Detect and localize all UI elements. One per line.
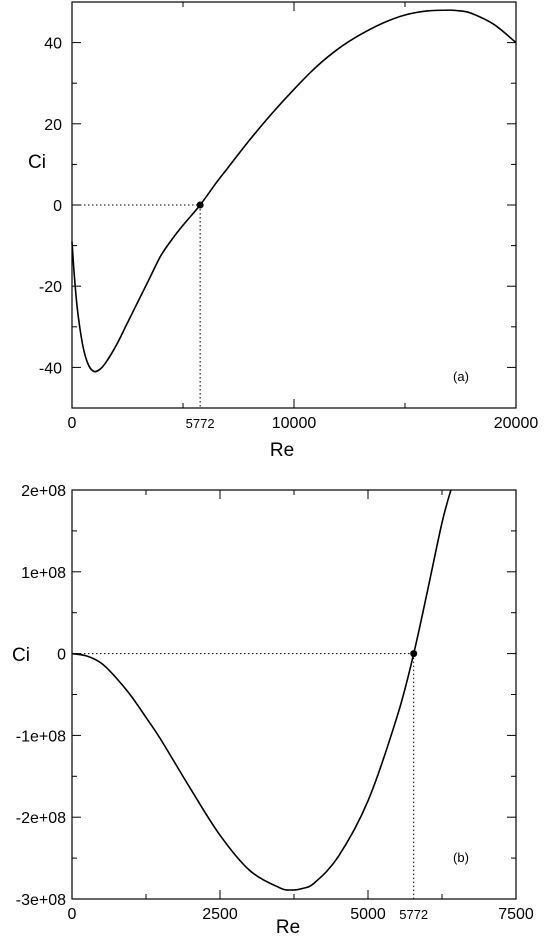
x-tick-label: 20000 xyxy=(494,415,539,432)
x-tick-label: 2500 xyxy=(202,906,238,923)
y-tick-label: 0 xyxy=(53,198,62,215)
y-tick-label: -1e+08 xyxy=(16,728,66,745)
x-axis-label-b: Re xyxy=(276,917,300,938)
y-tick-label: 40 xyxy=(44,36,62,53)
plot-frame-b xyxy=(71,489,517,900)
y-tick-label: -3e+08 xyxy=(16,892,66,909)
panel-label-a: (a) xyxy=(453,369,469,384)
ticks-a xyxy=(71,2,517,408)
y-tick-label: 2e+08 xyxy=(21,483,66,500)
y-tick-label: -40 xyxy=(39,360,62,377)
y-tick-label: -2e+08 xyxy=(16,810,66,827)
ticks-b xyxy=(71,489,517,900)
x-axis-label-a: Re xyxy=(270,440,294,461)
x-tick-label: 5000 xyxy=(350,906,386,923)
y-axis-label-a: Ci xyxy=(28,152,46,173)
plot-frame-a xyxy=(71,1,517,409)
marker-point-a xyxy=(196,201,204,209)
marker-label-a: 5772 xyxy=(186,416,215,431)
y-tick-label: 0 xyxy=(57,647,66,664)
y-axis-label-b: Ci xyxy=(12,645,30,666)
tick-labels-b: 0 2500 5000 7500 -3e+08 -2e+08 -1e+08 0 1e+08 2e+… xyxy=(16,483,534,923)
panel-b: 0 2500 5000 7500 -3e+08 -2e+08 -1e+08 0 1e+08 2e+… xyxy=(12,483,534,938)
y-tick-label: 1e+08 xyxy=(21,565,66,582)
panel-label-b: (b) xyxy=(453,850,469,865)
x-tick-label: 7500 xyxy=(498,906,534,923)
marker-point-b xyxy=(410,650,418,658)
x-tick-label: 0 xyxy=(68,415,77,432)
panel-a: 0 10000 20000 -40 -20 0 20 40 5772 Ci Re (a) xyxy=(28,1,538,461)
y-tick-label: -20 xyxy=(39,279,62,296)
y-tick-label: 20 xyxy=(44,117,62,134)
series-line-a xyxy=(71,9,517,373)
marker-label-b: 5772 xyxy=(399,907,428,922)
series-line-b xyxy=(71,489,452,891)
x-tick-label: 10000 xyxy=(272,415,317,432)
x-tick-label: 0 xyxy=(68,906,77,923)
tick-labels-a: 0 10000 20000 -40 -20 0 20 40 xyxy=(39,36,538,432)
